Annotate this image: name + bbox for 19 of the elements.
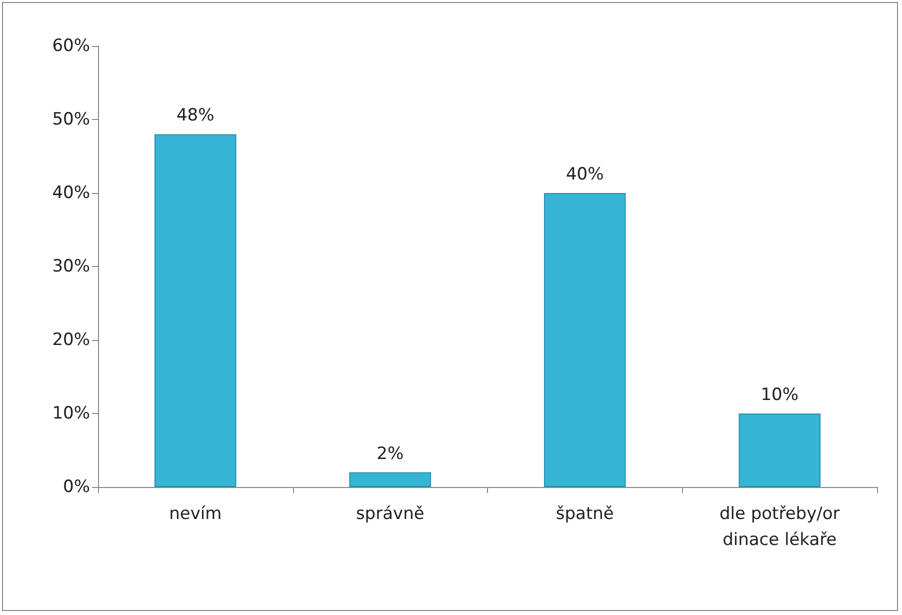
y-tick-label: 50% — [52, 110, 90, 130]
data-label: 48% — [176, 106, 214, 126]
y-tick-label: 20% — [52, 330, 90, 350]
bar — [544, 193, 626, 487]
x-tick-label: špatně — [556, 504, 614, 524]
y-tick-label: 40% — [52, 183, 90, 203]
y-tick-label: 10% — [52, 404, 90, 424]
x-tick-label: nevím — [169, 504, 222, 524]
x-tick-label: správně — [356, 504, 424, 524]
data-label: 2% — [376, 444, 404, 464]
bar — [349, 472, 432, 487]
y-tick-label: 0% — [63, 477, 90, 497]
data-label: 40% — [566, 164, 604, 184]
x-tick-label: dle potřeby/ordinace lékaře — [719, 504, 840, 550]
y-tick-label: 60% — [52, 36, 90, 56]
y-tick-label: 30% — [52, 256, 90, 276]
bar — [154, 134, 236, 487]
data-label: 10% — [760, 385, 799, 405]
bar — [738, 414, 821, 487]
